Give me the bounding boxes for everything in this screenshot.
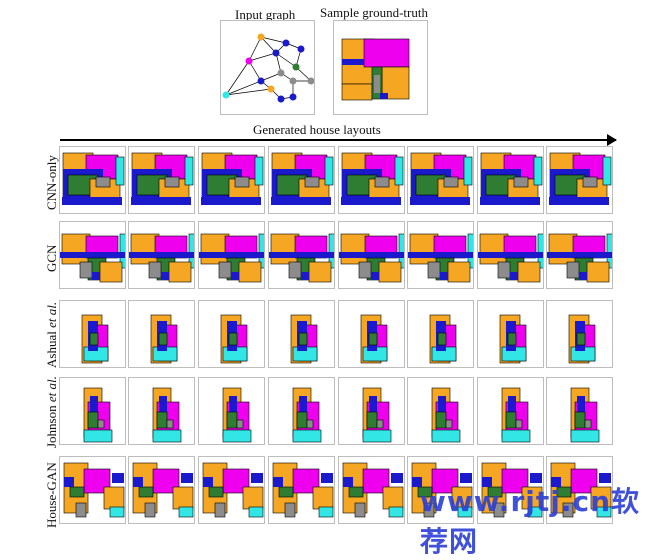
- layout-panel-house-gan-5: [338, 456, 405, 524]
- layout-drawing: [410, 152, 473, 205]
- layout-drawing: [272, 462, 334, 518]
- layout-drawing: [480, 152, 543, 205]
- ground-truth-layout: [341, 38, 410, 101]
- row-label-house-gan: House-GAN: [44, 462, 59, 528]
- layout-drawing: [269, 233, 334, 283]
- layout-panel-johnson-4: [268, 377, 335, 445]
- layout-panel-johnson-3: [198, 377, 265, 445]
- layout-panel-cnn-only-3: [198, 146, 265, 214]
- layout-panel-gcn-2: [128, 221, 195, 289]
- layout-drawing: [60, 233, 125, 283]
- layout-panel-johnson-6: [407, 377, 474, 445]
- layout-drawing: [568, 314, 596, 364]
- row-label-johnson: Johnson et al.: [44, 376, 59, 448]
- layout-drawing: [408, 233, 473, 283]
- layout-drawing: [131, 152, 194, 205]
- layout-drawing: [150, 314, 178, 364]
- layout-panel-cnn-only-4: [268, 146, 335, 214]
- layout-panel-house-gan-2: [128, 456, 195, 524]
- layout-panel-cnn-only-1: [59, 146, 126, 214]
- layout-panel-johnson-8: [546, 377, 613, 445]
- layout-drawing: [501, 387, 531, 443]
- layout-panel-ashual-4: [268, 300, 335, 368]
- layout-drawing: [62, 152, 125, 205]
- layout-drawing: [499, 314, 527, 364]
- layout-panel-ashual-1: [59, 300, 126, 368]
- layout-drawing: [220, 314, 248, 364]
- layout-drawing: [199, 233, 264, 283]
- layout-panel-johnson-7: [477, 377, 544, 445]
- layout-drawing: [550, 462, 612, 518]
- row-label-cnn-only: CNN-only: [44, 155, 59, 210]
- layout-drawing: [63, 462, 125, 518]
- layout-drawing: [342, 462, 404, 518]
- layout-panel-house-gan-1: [59, 456, 126, 524]
- layout-panel-ashual-6: [407, 300, 474, 368]
- layout-drawing: [290, 314, 318, 364]
- input-graph-diagram: [222, 33, 314, 103]
- layout-panel-ashual-2: [128, 300, 195, 368]
- layout-drawing: [431, 387, 461, 443]
- layout-panel-house-gan-6: [407, 456, 474, 524]
- layout-drawing: [83, 387, 113, 443]
- generation-arrow: [60, 139, 616, 141]
- layout-drawing: [222, 387, 252, 443]
- ground-truth-label: Sample ground-truth: [320, 5, 428, 20]
- layout-panel-ashual-7: [477, 300, 544, 368]
- layout-panel-cnn-only-8: [546, 146, 613, 214]
- layout-drawing: [411, 462, 473, 518]
- layout-drawing: [201, 152, 264, 205]
- layout-drawing: [81, 314, 109, 364]
- layout-drawing: [549, 152, 612, 205]
- layout-drawing: [478, 233, 543, 283]
- layout-drawing: [152, 387, 182, 443]
- layout-panel-house-gan-3: [198, 456, 265, 524]
- row-label-gcn: GCN: [44, 244, 59, 272]
- row-label-ashual: Ashual et al.: [44, 301, 59, 368]
- arrow-head-icon: [607, 134, 617, 146]
- layout-panel-gcn-5: [338, 221, 405, 289]
- layout-panel-house-gan-4: [268, 456, 335, 524]
- layout-panel-cnn-only-2: [128, 146, 195, 214]
- layout-drawing: [129, 233, 194, 283]
- layout-panel-gcn-4: [268, 221, 335, 289]
- layout-drawing: [570, 387, 600, 443]
- layout-drawing: [362, 387, 392, 443]
- layout-panel-house-gan-7: [477, 456, 544, 524]
- layout-panel-cnn-only-5: [338, 146, 405, 214]
- layout-drawing: [429, 314, 457, 364]
- layout-panel-gcn-7: [477, 221, 544, 289]
- watermark: www.rjtj.cn软荐网: [420, 485, 641, 558]
- layout-drawing: [339, 233, 404, 283]
- layout-panel-johnson-1: [59, 377, 126, 445]
- layout-drawing: [547, 233, 612, 283]
- layout-drawing: [202, 462, 264, 518]
- input-graph-label: Input graph: [235, 7, 296, 22]
- layout-drawing: [341, 152, 404, 205]
- layout-panel-gcn-3: [198, 221, 265, 289]
- layout-panel-ashual-8: [546, 300, 613, 368]
- input-graph-panel: [220, 20, 315, 115]
- layout-panel-house-gan-8: [546, 456, 613, 524]
- layout-panel-gcn-8: [546, 221, 613, 289]
- ground-truth-panel: [333, 20, 428, 115]
- layout-panel-cnn-only-6: [407, 146, 474, 214]
- layout-drawing: [132, 462, 194, 518]
- layout-drawing: [360, 314, 388, 364]
- layout-panel-cnn-only-7: [477, 146, 544, 214]
- layout-panel-gcn-6: [407, 221, 474, 289]
- layout-panel-ashual-5: [338, 300, 405, 368]
- layout-panel-ashual-3: [198, 300, 265, 368]
- layout-drawing: [481, 462, 543, 518]
- generated-layouts-label: Generated house layouts: [253, 122, 381, 137]
- layout-panel-johnson-2: [128, 377, 195, 445]
- layout-panel-gcn-1: [59, 221, 126, 289]
- layout-panel-johnson-5: [338, 377, 405, 445]
- layout-drawing: [292, 387, 322, 443]
- layout-drawing: [271, 152, 334, 205]
